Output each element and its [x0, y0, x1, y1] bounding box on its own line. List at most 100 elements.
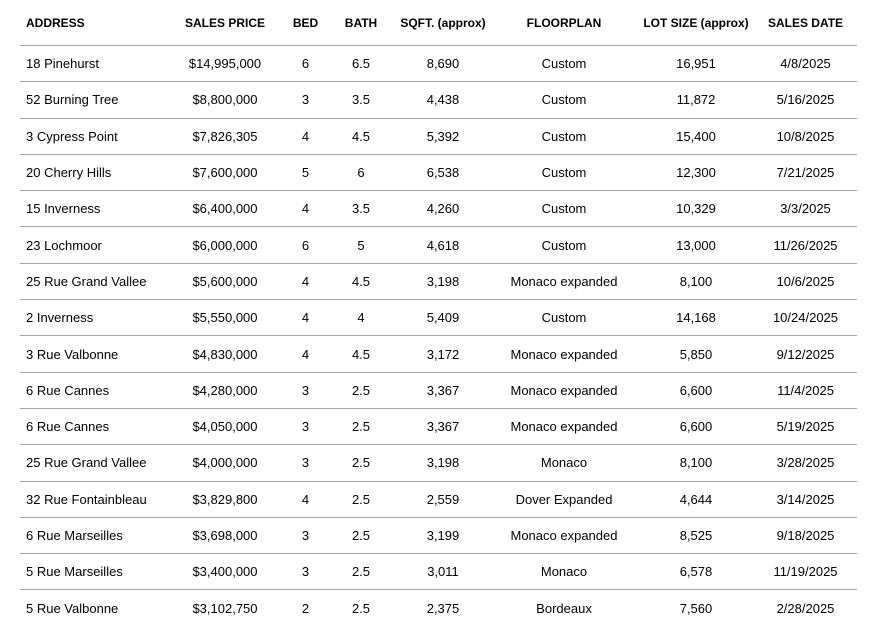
table-row: 32 Rue Fontainbleau $3,829,800 4 2.5 2,559 Do… [20, 481, 857, 518]
table-cell: 3.5 [326, 81, 396, 119]
table-cell: 6 Rue Cannes [20, 372, 165, 409]
table-cell: 11/4/2025 [754, 372, 857, 409]
table-cell: 6 Rue Cannes [20, 408, 165, 446]
column-header: BATH [326, 0, 396, 46]
table-cell: 8,690 [396, 45, 490, 83]
table-cell: 11/26/2025 [754, 226, 857, 264]
table-cell: 2,375 [426, 600, 460, 616]
table-cell: 9/12/2025 [754, 335, 857, 373]
table-cell: 2.5 [326, 553, 396, 591]
table-cell: 16,951 [638, 45, 754, 83]
table-cell: Custom [490, 118, 638, 155]
column-header: BED [285, 0, 326, 46]
table-cell: $5,550,000 [165, 299, 285, 337]
table-cell: Custom [490, 154, 638, 192]
column-header: LOT SIZE (approx) [638, 0, 754, 46]
table-cell: 3/3/2025 [754, 190, 857, 228]
table-cell: 4.5 [326, 118, 396, 155]
table-cell: 4/8/2025 [754, 45, 857, 83]
table-cell: 4 [285, 481, 326, 518]
column-header: FLOORPLAN [490, 0, 638, 46]
table-cell: $3,400,000 [165, 553, 285, 591]
table-row: 25 Rue Grand Vallee $4,000,000 3 2.5 3,198 Mo… [20, 444, 857, 482]
table-cell: 3,367 [396, 408, 490, 446]
table-cell: 8,525 [638, 517, 754, 555]
table-cell: 3 [285, 517, 326, 555]
table-cell: 5 Rue Marseilles [20, 553, 165, 591]
table-cell: 10,329 [638, 190, 754, 228]
table-cell: 8,100 [638, 263, 754, 301]
table-cell: 25 Rue Grand Vallee [20, 444, 165, 482]
table-row: 6 Rue Marseilles $3,698,000 3 2.5 3,199 Monac… [20, 517, 857, 555]
table-cell: 4 [285, 299, 326, 337]
table-cell: 3 [285, 372, 326, 409]
table-cell: 6 [326, 154, 396, 192]
table-cell: $5,600,000 [165, 263, 285, 301]
table-cell: 52 Burning Tree [20, 81, 165, 119]
table-cell: 5 [326, 226, 396, 264]
table-cell: 3 Cypress Point [20, 118, 165, 155]
table-cell: 4 [285, 263, 326, 301]
table-cell: 11/19/2025 [754, 553, 857, 591]
table-cell: 11,872 [638, 81, 754, 119]
table-cell: $14,995,000 [165, 45, 285, 83]
table-cell: 6,600 [638, 372, 754, 409]
table-cell: 5/19/2025 [754, 408, 857, 446]
table-cell: 3 Rue Valbonne [20, 335, 165, 373]
table-cell: 7,560 [679, 600, 713, 616]
table-cell: $3,698,000 [165, 517, 285, 555]
table-row: 20 Cherry Hills $7,600,000 5 6 6,538 Custom 12… [20, 154, 857, 192]
table-cell: Custom [490, 45, 638, 83]
table-row: 6 Rue Cannes $4,050,000 3 2.5 3,367 Monaco ex… [20, 408, 857, 446]
table-cell: 5,392 [396, 118, 490, 155]
table-cell: 6,600 [638, 408, 754, 446]
table-cell: 2.5 [326, 372, 396, 409]
table-cell: 2.5 [351, 600, 371, 616]
table-row: 23 Lochmoor $6,000,000 6 5 4,618 Custom 13,000… [20, 226, 857, 264]
table-cell: 2.5 [326, 444, 396, 482]
table-cell: 3 [285, 444, 326, 482]
table-row: 18 Pinehurst $14,995,000 6 6.5 8,690 Custom 16… [20, 45, 857, 83]
table-cell: Monaco expanded [490, 408, 638, 446]
table-cell: 3,198 [396, 263, 490, 301]
table-cell: 4,618 [396, 226, 490, 264]
table-cell: $4,000,000 [165, 444, 285, 482]
table-cell: 2 Inverness [20, 299, 165, 337]
table-cell: Monaco expanded [490, 335, 638, 373]
table-cell: Custom [490, 299, 638, 337]
table-cell: Custom [490, 190, 638, 228]
table-cell: $4,830,000 [165, 335, 285, 373]
table-cell: 6 [285, 45, 326, 83]
table-row: 5 Rue Valbonne $3,102,750 2 2.5 2,375 Bordeau… [20, 590, 857, 626]
table-cell: $3,102,750 [192, 600, 258, 616]
table-cell: 3/28/2025 [754, 444, 857, 482]
table-cell: $3,829,800 [165, 481, 285, 518]
column-header: ADDRESS [20, 0, 165, 46]
table-cell: 8,100 [638, 444, 754, 482]
table-cell: 15 Inverness [20, 190, 165, 228]
table-cell: 2 [301, 600, 310, 616]
table-cell: $6,400,000 [165, 190, 285, 228]
table-cell: 4,644 [638, 481, 754, 518]
table-cell: 23 Lochmoor [20, 226, 165, 264]
table-cell: 3/14/2025 [754, 481, 857, 518]
table-cell: 14,168 [638, 299, 754, 337]
table-row: 52 Burning Tree $8,800,000 3 3.5 4,438 Custom… [20, 81, 857, 119]
header-row: ADDRESS SALES PRICE BED BATH SQFT. (approx) F… [20, 0, 857, 46]
table-cell: 6 Rue Marseilles [20, 517, 165, 555]
table-cell: Monaco expanded [490, 263, 638, 301]
table-cell: 4.5 [326, 263, 396, 301]
table-cell: 6 [285, 226, 326, 264]
table-cell: 3,011 [396, 553, 490, 591]
table-cell: 3 [285, 553, 326, 591]
table-cell: 10/24/2025 [754, 299, 857, 337]
table-cell: 6.5 [326, 45, 396, 83]
table-row: 25 Rue Grand Vallee $5,600,000 4 4.5 3,198 Mo… [20, 263, 857, 301]
table-cell: Monaco expanded [490, 372, 638, 409]
table-cell: 3,172 [396, 335, 490, 373]
table-header: ADDRESS SALES PRICE BED BATH SQFT. (approx) F… [20, 0, 857, 46]
table-row: 5 Rue Marseilles $3,400,000 3 2.5 3,011 Monac… [20, 553, 857, 591]
table-cell: 3 [285, 408, 326, 446]
table-cell: Custom [490, 226, 638, 264]
